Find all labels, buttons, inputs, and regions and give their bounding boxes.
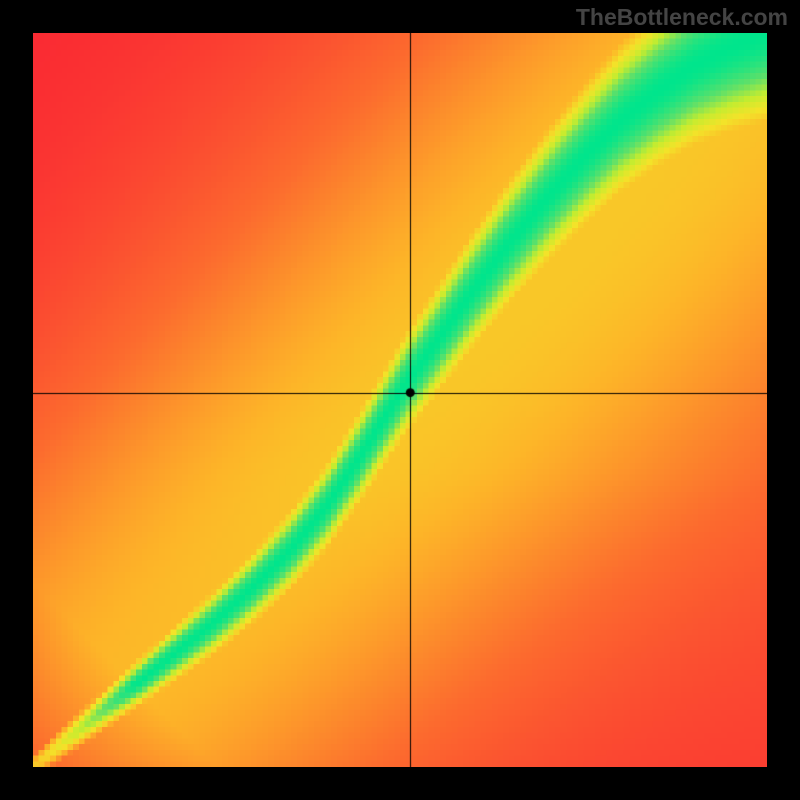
bottleneck-heatmap	[33, 33, 767, 767]
chart-container: TheBottleneck.com	[0, 0, 800, 800]
watermark-text: TheBottleneck.com	[576, 4, 788, 31]
